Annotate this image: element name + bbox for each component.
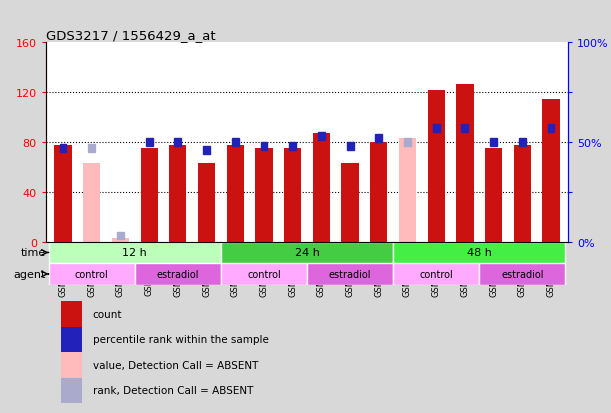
Bar: [289, 143, 296, 150]
Bar: [62, 352, 82, 377]
Text: 48 h: 48 h: [467, 248, 492, 258]
Bar: [145, 139, 153, 147]
Bar: [346, 143, 354, 150]
Bar: [543, 99, 560, 242]
Bar: [307, 263, 393, 285]
Bar: [375, 135, 382, 142]
Text: estradiol: estradiol: [329, 269, 371, 279]
Text: value, Detection Call = ABSENT: value, Detection Call = ABSENT: [93, 360, 258, 370]
Text: agent: agent: [13, 269, 46, 279]
Bar: [60, 145, 67, 152]
Bar: [428, 90, 445, 242]
Bar: [203, 147, 210, 154]
Bar: [479, 263, 565, 285]
Text: 12 h: 12 h: [122, 248, 147, 258]
Bar: [485, 149, 502, 242]
Bar: [174, 139, 181, 147]
Text: percentile rank within the sample: percentile rank within the sample: [93, 335, 269, 344]
Bar: [221, 242, 393, 263]
Bar: [514, 145, 531, 242]
Text: count: count: [93, 309, 122, 319]
Bar: [232, 139, 239, 147]
Bar: [62, 377, 82, 403]
Text: control: control: [75, 269, 109, 279]
Bar: [54, 145, 71, 242]
Bar: [112, 238, 129, 242]
Bar: [318, 133, 325, 140]
Bar: [49, 263, 135, 285]
Text: estradiol: estradiol: [156, 269, 199, 279]
Bar: [169, 145, 186, 242]
Bar: [433, 125, 440, 133]
Bar: [461, 125, 469, 133]
Text: rank, Detection Call = ABSENT: rank, Detection Call = ABSENT: [93, 385, 253, 395]
Text: 24 h: 24 h: [295, 248, 320, 258]
Bar: [490, 139, 497, 147]
Bar: [370, 143, 387, 242]
Bar: [62, 327, 82, 352]
Bar: [313, 134, 330, 242]
Bar: [260, 143, 268, 150]
Bar: [393, 242, 565, 263]
Bar: [342, 164, 359, 242]
Bar: [141, 149, 158, 242]
Text: GDS3217 / 1556429_a_at: GDS3217 / 1556429_a_at: [46, 29, 216, 42]
Bar: [404, 139, 411, 147]
Bar: [89, 145, 95, 152]
Bar: [547, 125, 554, 133]
Bar: [135, 263, 221, 285]
Text: estradiol: estradiol: [501, 269, 544, 279]
Bar: [221, 263, 307, 285]
Bar: [62, 301, 82, 327]
Bar: [284, 149, 301, 242]
Bar: [255, 149, 273, 242]
Bar: [456, 84, 474, 242]
Text: time: time: [21, 248, 46, 258]
Text: control: control: [419, 269, 453, 279]
Bar: [83, 164, 100, 242]
Bar: [49, 242, 221, 263]
Text: control: control: [247, 269, 281, 279]
Bar: [117, 233, 124, 240]
Bar: [393, 263, 479, 285]
Bar: [399, 139, 416, 242]
Bar: [227, 145, 244, 242]
Bar: [198, 164, 215, 242]
Bar: [519, 139, 525, 147]
